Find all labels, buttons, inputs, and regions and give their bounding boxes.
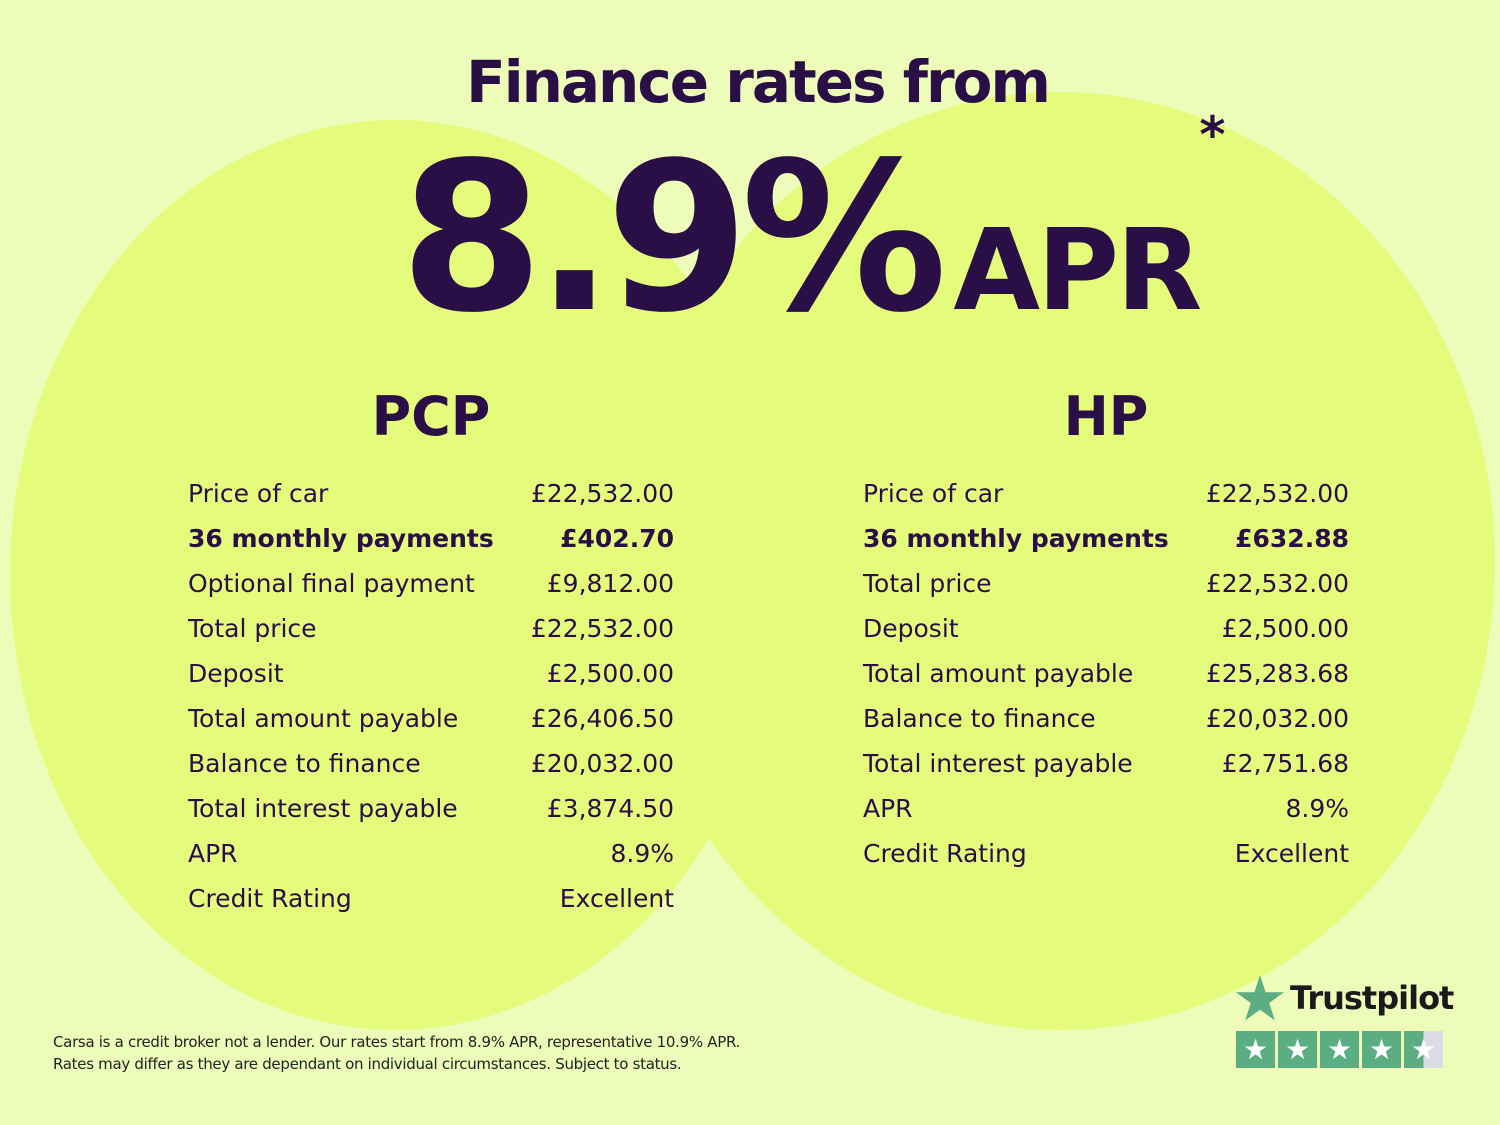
row-value: £22,532.00 (530, 479, 674, 508)
table-row: 36 monthly payments £402.70 (188, 516, 674, 561)
row-label: Total price (863, 569, 992, 598)
row-label: Total price (188, 614, 317, 643)
row-value: £2,500.00 (1221, 614, 1349, 643)
row-label: Deposit (188, 659, 284, 688)
table-row: APR 8.9% (188, 831, 674, 876)
table-row: Balance to finance £20,032.00 (188, 741, 674, 786)
table-row: Total price £22,532.00 (863, 561, 1349, 606)
table-row: Total price £22,532.00 (188, 606, 674, 651)
row-value: £20,032.00 (530, 749, 674, 778)
disclaimer: Carsa is a credit broker not a lender. O… (53, 1031, 740, 1075)
table-row: Total interest payable £3,874.50 (188, 786, 674, 831)
asterisk: * (1199, 106, 1226, 164)
star-icon: ★ (1320, 1031, 1359, 1068)
row-label: Total amount payable (188, 704, 459, 733)
row-value: £20,032.00 (1205, 704, 1349, 733)
row-value: £402.70 (560, 524, 674, 553)
row-label: Total amount payable (863, 659, 1134, 688)
row-value: Excellent (559, 884, 674, 913)
row-value: £26,406.50 (530, 704, 674, 733)
row-value: 8.9% (1285, 794, 1349, 823)
table-row: Total interest payable £2,751.68 (863, 741, 1349, 786)
row-label: Deposit (863, 614, 959, 643)
star-icon: ★ (1278, 1031, 1317, 1068)
rate-value: 8.9% (400, 118, 947, 358)
row-label: Optional final payment (188, 569, 475, 598)
table-row: Price of car £22,532.00 (863, 471, 1349, 516)
table-row: Optional final payment £9,812.00 (188, 561, 674, 606)
row-label: 36 monthly payments (863, 524, 1169, 553)
headline-title: Finance rates from (466, 48, 1051, 116)
table-row: Balance to finance £20,032.00 (863, 696, 1349, 741)
star-icon: ★ (1404, 1031, 1443, 1068)
table-row: Deposit £2,500.00 (188, 651, 674, 696)
row-value: £22,532.00 (530, 614, 674, 643)
row-label: Total interest payable (863, 749, 1133, 778)
table-row: Total amount payable £25,283.68 (863, 651, 1349, 696)
row-label: Price of car (863, 479, 1004, 508)
table-row: Credit Rating Excellent (188, 876, 674, 921)
star-icon: ★ (1362, 1031, 1401, 1068)
hp-table: HP Price of car £22,532.00 36 monthly paym… (863, 385, 1349, 876)
table-row: 36 monthly payments £632.88 (863, 516, 1349, 561)
trustpilot-name: Trustpilot (1290, 979, 1454, 1017)
table-row: Price of car £22,532.00 (188, 471, 674, 516)
disclaimer-line-2: Rates may differ as they are dependant o… (53, 1055, 682, 1073)
row-value: £25,283.68 (1205, 659, 1349, 688)
star-icon: ★ (1236, 1031, 1275, 1068)
row-label: APR (863, 794, 913, 823)
row-label: Credit Rating (188, 884, 352, 913)
table-row: Credit Rating Excellent (863, 831, 1349, 876)
disclaimer-line-1: Carsa is a credit broker not a lender. O… (53, 1033, 740, 1051)
row-value: £3,874.50 (546, 794, 674, 823)
row-label: Price of car (188, 479, 329, 508)
row-value: £2,500.00 (546, 659, 674, 688)
row-label: 36 monthly payments (188, 524, 494, 553)
row-value: Excellent (1234, 839, 1349, 868)
row-value: 8.9% (610, 839, 674, 868)
row-value: £22,532.00 (1205, 569, 1349, 598)
row-value: £9,812.00 (546, 569, 674, 598)
row-label: Credit Rating (863, 839, 1027, 868)
trustpilot-badge: Trustpilot ★ ★ ★ ★ ★ (1236, 975, 1454, 1068)
pcp-table: PCP Price of car £22,532.00 36 monthly pay… (188, 385, 674, 921)
table-row: Deposit £2,500.00 (863, 606, 1349, 651)
row-label: APR (188, 839, 238, 868)
row-label: Balance to finance (863, 704, 1096, 733)
row-label: Balance to finance (188, 749, 421, 778)
headline-rate: 8.9% APR * (400, 106, 1226, 358)
row-label: Total interest payable (188, 794, 458, 823)
apr-label: APR (953, 206, 1202, 336)
table-row: Total amount payable £26,406.50 (188, 696, 674, 741)
row-value: £632.88 (1235, 524, 1349, 553)
hp-heading: HP (1063, 385, 1149, 448)
background-circle-right (625, 92, 1495, 1030)
star-rating: ★ ★ ★ ★ ★ (1236, 1031, 1453, 1068)
pcp-heading: PCP (371, 385, 491, 448)
row-value: £22,532.00 (1205, 479, 1349, 508)
trustpilot-star-icon (1236, 975, 1284, 1021)
table-row: APR 8.9% (863, 786, 1349, 831)
row-value: £2,751.68 (1221, 749, 1349, 778)
